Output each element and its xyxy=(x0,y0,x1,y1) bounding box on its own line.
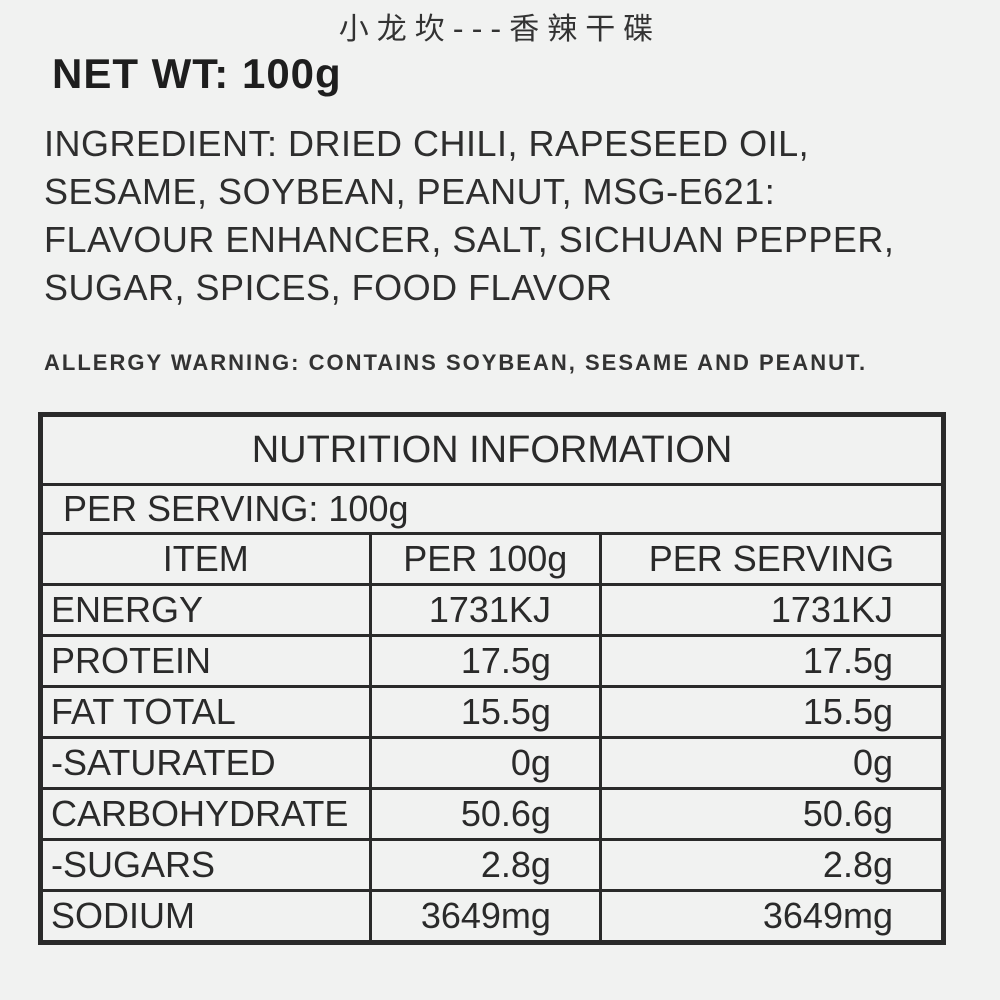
nutrient-name: FAT TOTAL xyxy=(39,685,372,739)
table-row: CARBOHYDRATE 50.6g 50.6g xyxy=(39,787,946,841)
nutrient-value: 0g xyxy=(598,736,946,790)
nutrient-value: 2.8g xyxy=(598,838,946,892)
nutrient-value: 15.5g xyxy=(598,685,946,739)
nutrient-name: PROTEIN xyxy=(39,634,372,688)
nutrient-value: 1731KJ xyxy=(368,583,602,637)
nutrient-value: 3649mg xyxy=(598,889,946,944)
table-row: FAT TOTAL 15.5g 15.5g xyxy=(39,685,946,739)
nutrient-name: -SUGARS xyxy=(39,838,372,892)
table-row: ENERGY 1731KJ 1731KJ xyxy=(39,583,946,637)
column-header: PER SERVING xyxy=(598,532,946,586)
nutrient-value: 50.6g xyxy=(368,787,602,841)
table-row: -SATURATED 0g 0g xyxy=(39,736,946,790)
ingredients: INGREDIENT: DRIED CHILI, RAPESEED OIL, S… xyxy=(44,123,895,308)
table-title: NUTRITION INFORMATION xyxy=(39,413,945,486)
nutrient-value: 1731KJ xyxy=(598,583,946,637)
brand-line: 小龙坎---香辣干碟 xyxy=(338,12,662,47)
net-weight: NET WT: 100g xyxy=(52,50,342,97)
serving-size: PER SERVING: 100g xyxy=(39,483,945,535)
nutrient-value: 50.6g xyxy=(598,787,946,841)
nutrient-name: SODIUM xyxy=(39,889,372,944)
table-row: PROTEIN 17.5g 17.5g xyxy=(39,634,946,688)
nutrient-value: 15.5g xyxy=(368,685,602,739)
allergy-warning: ALLERGY WARNING: CONTAINS SOYBEAN, SESAM… xyxy=(44,350,868,375)
nutrition-table: NUTRITION INFORMATION PER SERVING: 100g … xyxy=(38,412,946,945)
table-row: -SUGARS 2.8g 2.8g xyxy=(39,838,946,892)
nutrient-name: -SATURATED xyxy=(39,736,372,790)
column-header: ITEM xyxy=(39,532,372,586)
nutrient-value: 3649mg xyxy=(368,889,602,944)
table-row: SODIUM 3649mg 3649mg xyxy=(39,889,946,944)
nutrient-value: 2.8g xyxy=(368,838,602,892)
nutrient-value: 17.5g xyxy=(368,634,602,688)
column-header: PER 100g xyxy=(368,532,602,586)
nutrient-name: CARBOHYDRATE xyxy=(39,787,372,841)
nutrient-value: 17.5g xyxy=(598,634,946,688)
nutrient-value: 0g xyxy=(368,736,602,790)
nutrient-name: ENERGY xyxy=(39,583,372,637)
